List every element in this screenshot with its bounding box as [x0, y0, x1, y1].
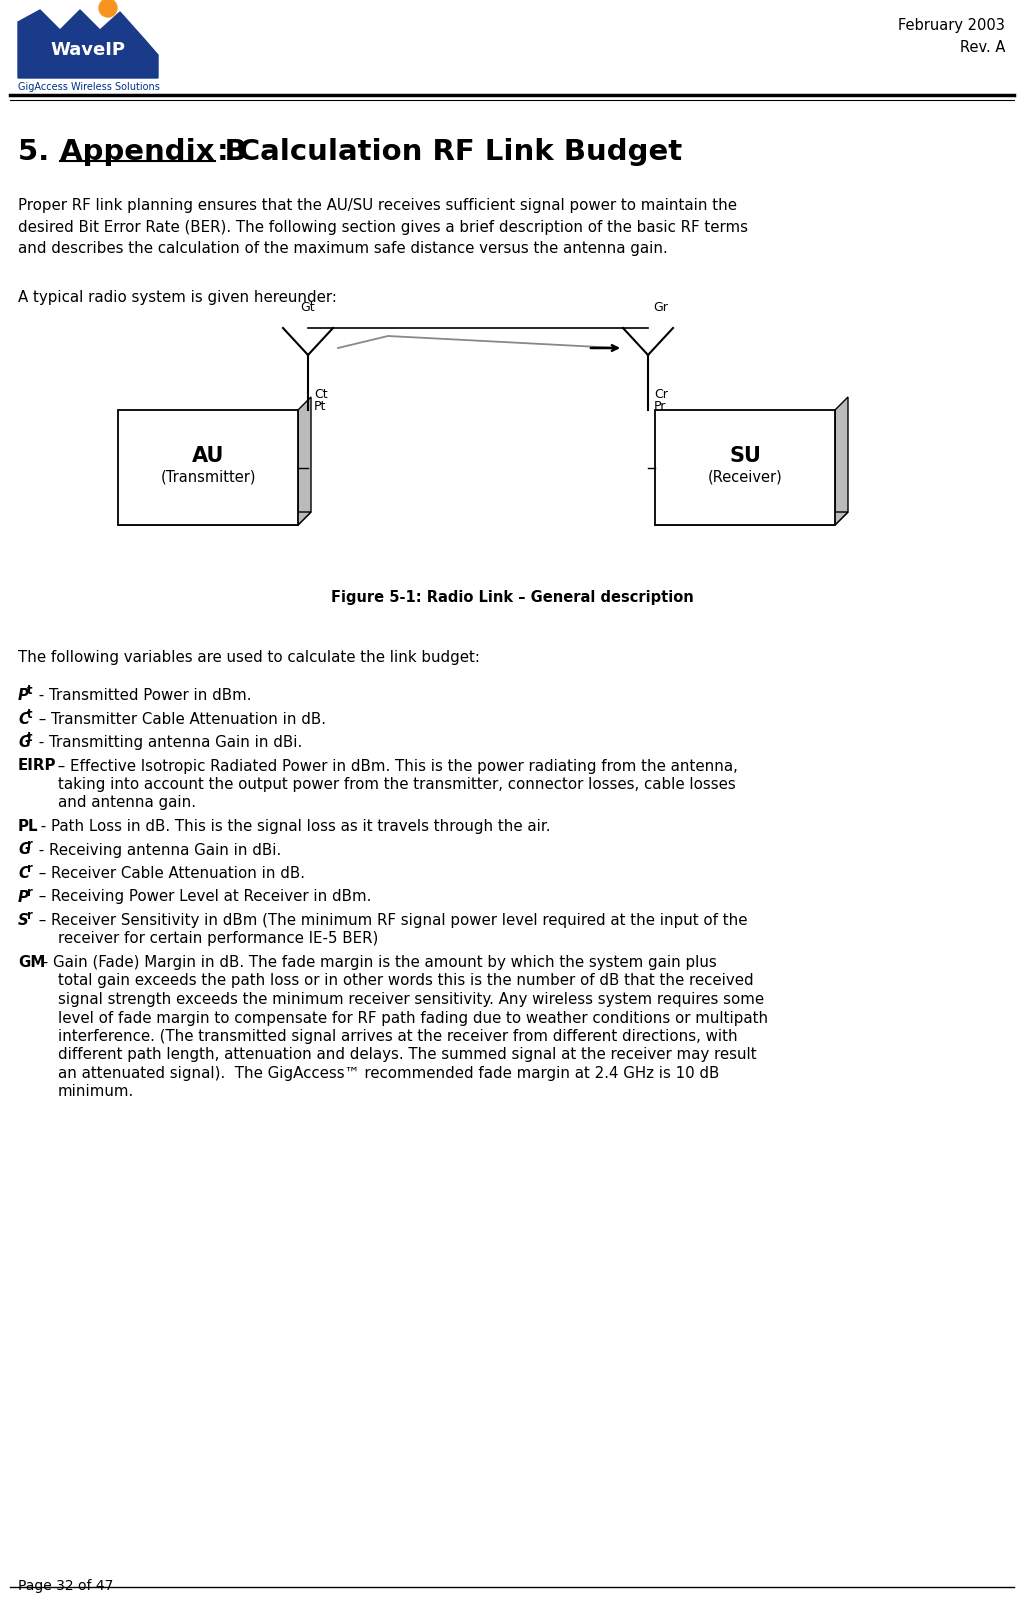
Text: total gain exceeds the path loss or in other words this is the number of dB that: total gain exceeds the path loss or in o…	[58, 974, 754, 988]
Text: Proper RF link planning ensures that the AU/SU receives sufficient signal power : Proper RF link planning ensures that the…	[18, 198, 748, 256]
Text: Pr: Pr	[654, 400, 667, 413]
Text: GM: GM	[18, 955, 45, 971]
Text: level of fade margin to compensate for RF path fading due to weather conditions : level of fade margin to compensate for R…	[58, 1011, 768, 1025]
Polygon shape	[835, 397, 848, 525]
Bar	[655, 410, 835, 525]
Text: different path length, attenuation and delays. The summed signal at the receiver: different path length, attenuation and d…	[58, 1048, 757, 1062]
Text: A typical radio system is given hereunder:: A typical radio system is given hereunde…	[18, 289, 337, 305]
Text: minimum.: minimum.	[58, 1085, 134, 1099]
Text: – Transmitter Cable Attenuation in dB.: – Transmitter Cable Attenuation in dB.	[35, 712, 327, 726]
Text: Appendix B: Appendix B	[60, 138, 247, 166]
Text: Figure 5-1: Radio Link – General description: Figure 5-1: Radio Link – General descrip…	[331, 590, 693, 604]
Text: S: S	[18, 913, 29, 927]
Text: (Receiver): (Receiver)	[708, 469, 782, 485]
Text: WaveIP: WaveIP	[50, 42, 126, 59]
Text: r: r	[27, 839, 32, 852]
Text: – Receiver Cable Attenuation in dB.: – Receiver Cable Attenuation in dB.	[35, 866, 305, 881]
Text: C: C	[18, 866, 29, 881]
Text: – Receiver Sensitivity in dBm (The minimum RF signal power level required at the: – Receiver Sensitivity in dBm (The minim…	[35, 913, 748, 927]
Text: C: C	[18, 712, 29, 726]
Text: - Path Loss in dB. This is the signal loss as it travels through the air.: - Path Loss in dB. This is the signal lo…	[36, 820, 551, 834]
Text: t: t	[27, 685, 32, 697]
Text: P: P	[18, 688, 29, 702]
Text: Rev. A: Rev. A	[959, 40, 1005, 55]
Text: The following variables are used to calculate the link budget:: The following variables are used to calc…	[18, 649, 480, 665]
Polygon shape	[118, 513, 311, 525]
Text: Gt: Gt	[300, 301, 314, 313]
Text: G: G	[18, 734, 31, 750]
Text: : Calculation RF Link Budget: : Calculation RF Link Budget	[217, 138, 682, 166]
Bar	[118, 410, 298, 525]
Polygon shape	[298, 397, 311, 525]
Circle shape	[99, 0, 117, 18]
Text: GigAccess Wireless Solutions: GigAccess Wireless Solutions	[18, 82, 160, 92]
Polygon shape	[655, 513, 848, 525]
Text: – Receiving Power Level at Receiver in dBm.: – Receiving Power Level at Receiver in d…	[35, 890, 372, 905]
Text: Gr: Gr	[653, 301, 668, 313]
Text: 5.: 5.	[18, 138, 59, 166]
Text: Pt: Pt	[314, 400, 327, 413]
Text: receiver for certain performance IE-5 BER): receiver for certain performance IE-5 BE…	[58, 932, 379, 947]
Text: and antenna gain.: and antenna gain.	[58, 795, 196, 810]
Text: r: r	[27, 910, 32, 922]
Text: r: r	[27, 861, 32, 874]
Text: Page 32 of 47: Page 32 of 47	[18, 1580, 114, 1593]
Text: SU: SU	[729, 445, 761, 466]
Text: t: t	[27, 707, 32, 720]
Text: G: G	[18, 842, 31, 858]
Text: - Transmitting antenna Gain in dBi.: - Transmitting antenna Gain in dBi.	[35, 734, 303, 750]
Text: Ct: Ct	[314, 387, 328, 402]
Text: - Transmitted Power in dBm.: - Transmitted Power in dBm.	[35, 688, 252, 702]
Text: PL: PL	[18, 820, 39, 834]
Text: (Transmitter): (Transmitter)	[160, 469, 256, 485]
Text: - Receiving antenna Gain in dBi.: - Receiving antenna Gain in dBi.	[35, 842, 282, 858]
Text: an attenuated signal).  The GigAccess™ recommended fade margin at 2.4 GHz is 10 : an attenuated signal). The GigAccess™ re…	[58, 1065, 720, 1082]
Text: P: P	[18, 890, 29, 905]
Text: AU: AU	[191, 445, 224, 466]
Text: EIRP: EIRP	[18, 759, 56, 773]
Text: – Effective Isotropic Radiated Power in dBm. This is the power radiating from th: – Effective Isotropic Radiated Power in …	[53, 759, 738, 773]
Text: t: t	[27, 731, 32, 744]
Text: – Gain (Fade) Margin in dB. The fade margin is the amount by which the system ga: – Gain (Fade) Margin in dB. The fade mar…	[36, 955, 717, 971]
Text: Cr: Cr	[654, 387, 668, 402]
Text: February 2003: February 2003	[898, 18, 1005, 34]
Text: r: r	[27, 885, 32, 898]
Polygon shape	[18, 10, 158, 79]
Text: signal strength exceeds the minimum receiver sensitivity. Any wireless system re: signal strength exceeds the minimum rece…	[58, 992, 764, 1008]
Text: interference. (The transmitted signal arrives at the receiver from different dir: interference. (The transmitted signal ar…	[58, 1028, 737, 1045]
Text: taking into account the output power from the transmitter, connector losses, cab: taking into account the output power fro…	[58, 778, 736, 792]
